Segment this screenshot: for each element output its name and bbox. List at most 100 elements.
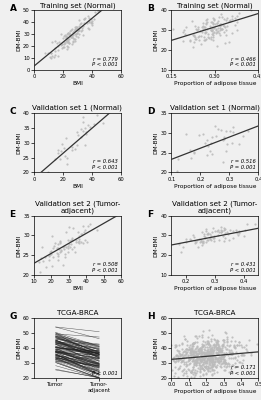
Point — [66, 38, 70, 44]
Point — [202, 367, 206, 373]
Point — [236, 232, 240, 238]
Point — [200, 356, 204, 362]
Point — [207, 365, 211, 371]
Point — [193, 339, 197, 346]
Point — [201, 328, 205, 335]
Point — [46, 49, 50, 56]
Point — [215, 29, 220, 35]
Point — [188, 154, 193, 161]
Point — [192, 39, 197, 46]
Point — [198, 366, 202, 373]
Point — [63, 153, 67, 159]
Point — [227, 349, 231, 355]
Point — [209, 356, 213, 362]
Point — [181, 354, 185, 361]
Point — [216, 338, 220, 344]
Point — [201, 338, 205, 344]
Point — [204, 36, 208, 42]
Point — [65, 161, 69, 167]
Point — [205, 352, 209, 358]
Title: Validation set 2 (Tumor-
adjacent): Validation set 2 (Tumor- adjacent) — [172, 200, 258, 214]
Point — [189, 369, 193, 375]
Point — [170, 367, 174, 373]
Point — [225, 22, 229, 29]
Point — [188, 38, 193, 44]
Point — [187, 356, 191, 362]
Point — [216, 341, 220, 348]
Point — [240, 344, 244, 350]
Point — [65, 36, 69, 43]
Point — [203, 350, 207, 357]
Point — [236, 352, 240, 359]
Point — [197, 355, 201, 361]
Point — [206, 340, 210, 346]
Point — [185, 342, 189, 348]
Point — [198, 346, 203, 352]
Point — [214, 133, 218, 140]
Point — [206, 349, 210, 356]
Point — [205, 356, 209, 362]
Point — [220, 353, 224, 359]
Point — [217, 237, 221, 244]
Point — [200, 349, 205, 356]
Point — [81, 118, 85, 125]
Point — [73, 24, 77, 30]
Point — [51, 254, 55, 260]
Point — [194, 239, 198, 245]
Point — [229, 16, 234, 22]
Point — [217, 343, 222, 350]
Point — [76, 235, 81, 242]
Point — [242, 233, 246, 239]
Point — [224, 32, 228, 38]
Point — [244, 342, 248, 348]
Point — [227, 347, 231, 353]
Point — [228, 342, 233, 348]
Point — [79, 125, 84, 132]
Point — [222, 358, 226, 364]
Point — [210, 346, 214, 352]
Point — [216, 350, 221, 357]
Point — [78, 17, 82, 24]
Point — [235, 19, 239, 26]
Point — [205, 338, 210, 345]
Point — [184, 131, 188, 138]
Point — [205, 352, 209, 358]
Point — [223, 344, 227, 350]
Point — [73, 36, 77, 42]
Point — [191, 354, 195, 360]
Point — [200, 350, 204, 356]
Point — [199, 238, 204, 244]
Point — [210, 355, 214, 362]
Point — [201, 20, 206, 26]
Point — [195, 334, 199, 341]
Point — [176, 356, 180, 362]
Point — [207, 350, 212, 357]
Text: r = 0.643
P < 0.001: r = 0.643 P < 0.001 — [92, 159, 118, 170]
Point — [210, 348, 214, 354]
Point — [65, 43, 69, 50]
Point — [63, 40, 67, 47]
Point — [232, 343, 236, 350]
Point — [182, 359, 186, 366]
Point — [177, 241, 181, 247]
Point — [83, 237, 87, 244]
Point — [195, 356, 199, 362]
Point — [201, 22, 205, 29]
Point — [192, 348, 196, 354]
Point — [176, 352, 180, 359]
Point — [59, 42, 63, 48]
Point — [184, 350, 188, 357]
Point — [222, 353, 226, 360]
Point — [206, 355, 210, 361]
Point — [219, 361, 223, 367]
Point — [207, 34, 211, 41]
Point — [200, 239, 204, 246]
Point — [223, 367, 227, 373]
Point — [207, 350, 212, 357]
Point — [50, 233, 54, 240]
Point — [68, 32, 72, 39]
Point — [49, 55, 53, 62]
Point — [60, 141, 64, 147]
Point — [223, 235, 228, 242]
Point — [204, 360, 208, 366]
